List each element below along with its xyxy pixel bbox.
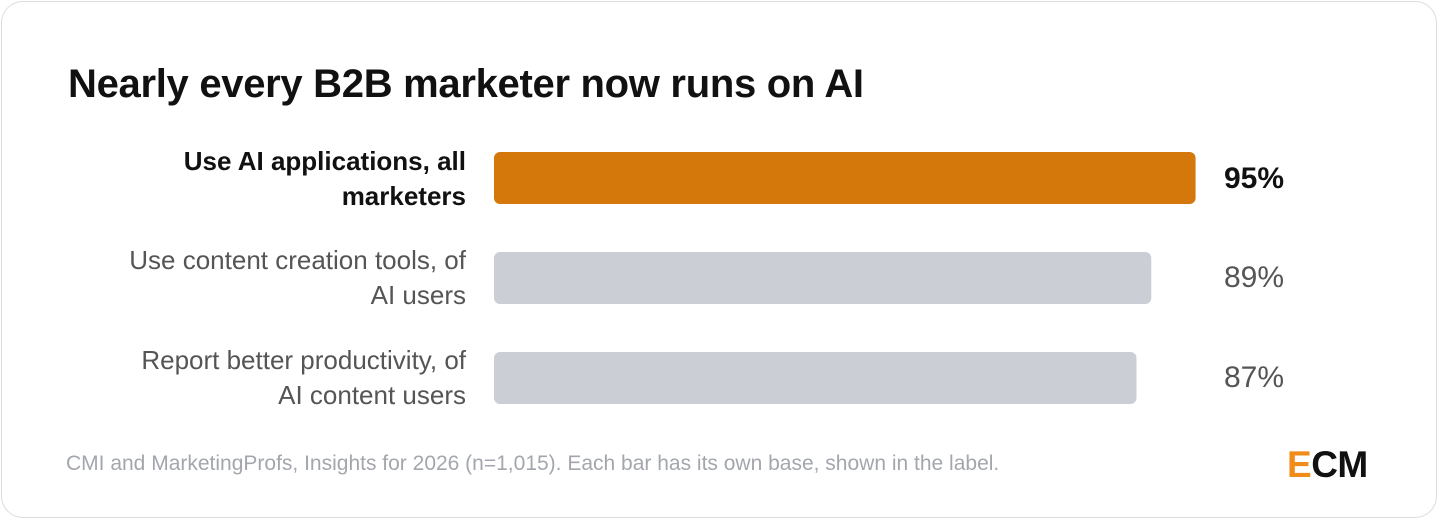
category-label-3-line-1: Report better productivity, of <box>141 345 466 375</box>
category-label-3: Report better productivity, of AI conten… <box>46 343 466 413</box>
category-label-1-line-1: Use AI applications, all <box>183 146 466 176</box>
category-label-3-line-2: AI content users <box>278 380 466 410</box>
category-label-1-line-2: marketers <box>341 181 466 211</box>
category-label-1: Use AI applications, all marketers <box>46 144 466 214</box>
chart-title: Nearly every B2B marketer now runs on AI <box>68 62 864 106</box>
logo-e: E <box>1287 444 1312 485</box>
value-label-3: 87% <box>1224 361 1285 394</box>
source-note: CMI and MarketingProfs, Insights for 202… <box>66 452 1000 475</box>
logo-cm: CM <box>1311 444 1368 485</box>
category-label-2: Use content creation tools, of AI users <box>46 243 466 313</box>
bar-1 <box>494 152 1196 204</box>
value-label-2: 89% <box>1224 261 1285 294</box>
ecm-logo: ECM <box>1287 444 1368 486</box>
value-label-1: 95% <box>1224 162 1285 195</box>
bar-3 <box>494 352 1137 404</box>
category-label-2-line-2: AI users <box>370 280 466 310</box>
bar-2 <box>494 252 1152 304</box>
category-label-2-line-1: Use content creation tools, of <box>129 245 466 275</box>
